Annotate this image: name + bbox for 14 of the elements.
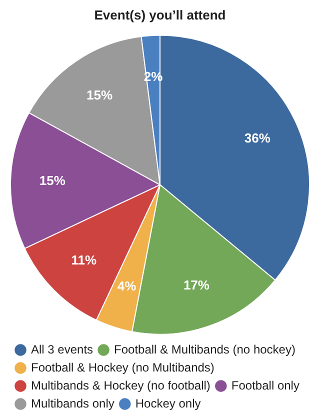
chart-title: Event(s) you’ll attend — [94, 7, 226, 22]
data-label: 15% — [39, 172, 66, 188]
legend-label: All 3 events — [31, 342, 94, 356]
data-label: 4% — [117, 278, 137, 294]
legend-label: Football & Multibands (no hockey) — [114, 342, 296, 356]
legend-label: Hockey only — [135, 396, 201, 410]
legend-label: Multibands & Hockey (no football) — [31, 378, 210, 392]
data-label: 11% — [71, 252, 97, 268]
data-label: 36% — [244, 130, 271, 146]
data-label: 15% — [86, 87, 113, 102]
legend-label: Football & Hockey (no Multibands) — [31, 360, 214, 374]
data-label: 17% — [183, 278, 210, 293]
legend-label: Football only — [231, 378, 300, 392]
legend-label: Multibands only — [31, 396, 114, 410]
